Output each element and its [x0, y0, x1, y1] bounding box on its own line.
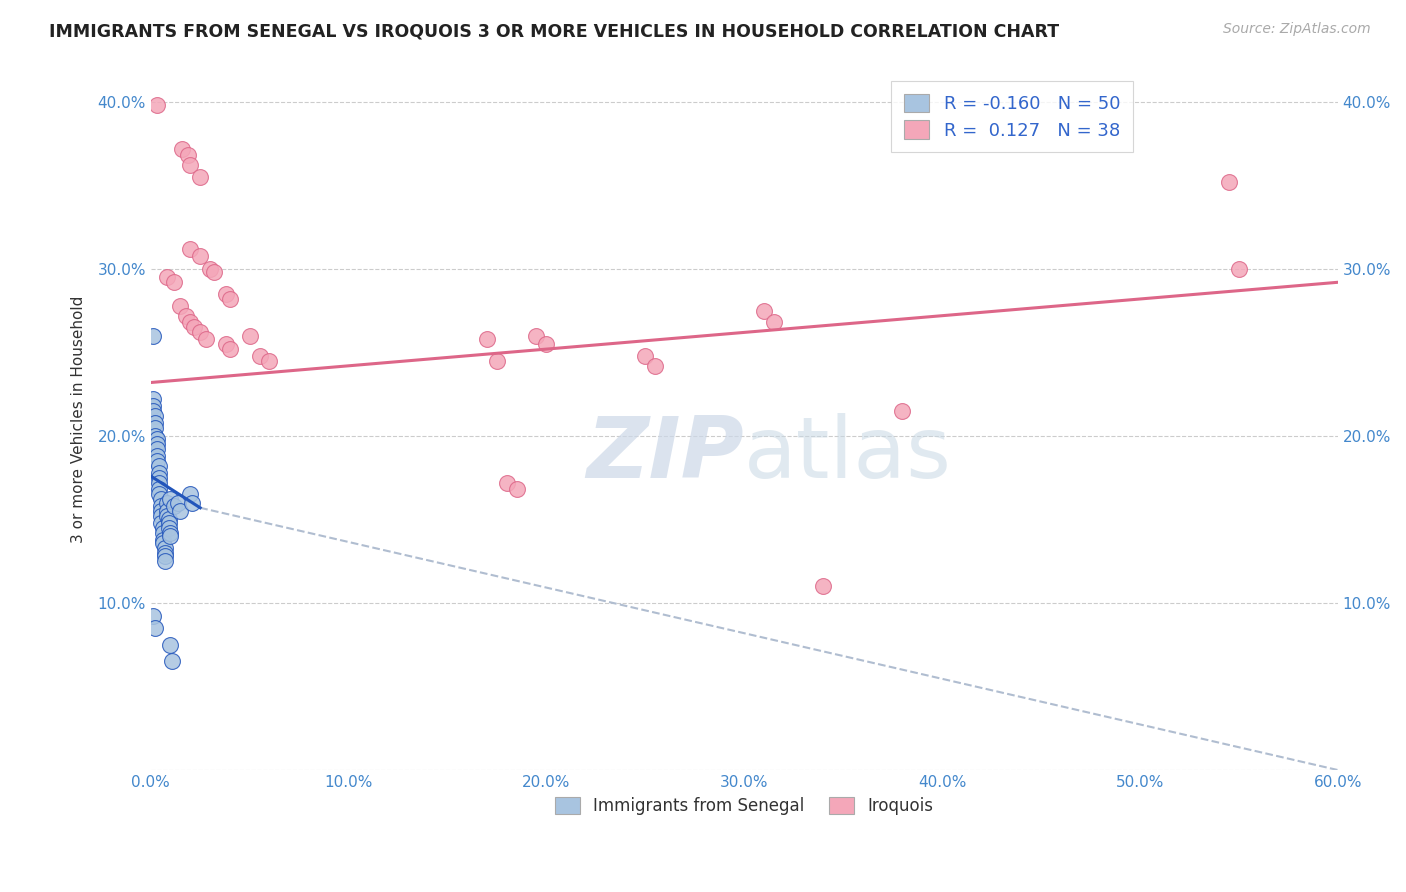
Point — [475, 332, 498, 346]
Text: ZIP: ZIP — [586, 413, 744, 496]
Point — [142, 404, 165, 418]
Point — [179, 158, 201, 172]
Text: atlas: atlas — [744, 413, 952, 496]
Text: IMMIGRANTS FROM SENEGAL VS IROQUOIS 3 OR MORE VEHICLES IN HOUSEHOLD CORRELATION : IMMIGRANTS FROM SENEGAL VS IROQUOIS 3 OR… — [49, 22, 1059, 40]
Point — [179, 242, 201, 256]
Point — [485, 353, 508, 368]
Point — [644, 359, 666, 373]
Point — [536, 337, 558, 351]
Point — [1218, 175, 1240, 189]
Point — [177, 148, 200, 162]
Point — [157, 512, 180, 526]
Point — [149, 504, 172, 518]
Point — [152, 536, 174, 550]
Point — [153, 549, 176, 564]
Point — [159, 529, 181, 543]
Point — [172, 142, 194, 156]
Point — [891, 404, 914, 418]
Point — [155, 509, 177, 524]
Point — [259, 353, 281, 368]
Point — [157, 521, 180, 535]
Point — [155, 496, 177, 510]
Point — [179, 487, 201, 501]
Point — [142, 328, 165, 343]
Point — [142, 399, 165, 413]
Point — [215, 287, 238, 301]
Point — [169, 504, 191, 518]
Point — [218, 342, 240, 356]
Point — [195, 332, 218, 346]
Point — [149, 509, 172, 524]
Point — [145, 98, 167, 112]
Point — [142, 392, 165, 407]
Point — [752, 303, 775, 318]
Point — [188, 326, 211, 340]
Point — [162, 655, 184, 669]
Point — [169, 299, 191, 313]
Point — [148, 475, 170, 490]
Point — [149, 516, 172, 530]
Point — [215, 337, 238, 351]
Point — [167, 496, 190, 510]
Point — [202, 265, 225, 279]
Point — [148, 483, 170, 497]
Point — [239, 328, 262, 343]
Point — [762, 315, 785, 329]
Point — [157, 516, 180, 530]
Point — [143, 621, 166, 635]
Point — [155, 270, 177, 285]
Point — [152, 533, 174, 547]
Point — [198, 262, 221, 277]
Point — [159, 525, 181, 540]
Point — [188, 249, 211, 263]
Point — [152, 525, 174, 540]
Point — [149, 499, 172, 513]
Point — [148, 487, 170, 501]
Point — [163, 499, 186, 513]
Point — [181, 496, 204, 510]
Point — [218, 292, 240, 306]
Point — [152, 521, 174, 535]
Point — [142, 609, 165, 624]
Point — [153, 546, 176, 560]
Point — [143, 420, 166, 434]
Legend: Immigrants from Senegal, Iroquois: Immigrants from Senegal, Iroquois — [544, 787, 943, 825]
Point — [188, 170, 211, 185]
Point — [145, 449, 167, 463]
Point — [145, 454, 167, 468]
Point — [183, 320, 205, 334]
Point — [153, 541, 176, 555]
Point — [155, 504, 177, 518]
Point — [505, 483, 527, 497]
Point — [148, 471, 170, 485]
Point — [1227, 262, 1250, 277]
Point — [179, 315, 201, 329]
Point — [163, 275, 186, 289]
Point — [143, 416, 166, 430]
Point — [176, 309, 198, 323]
Point — [159, 638, 181, 652]
Point — [153, 554, 176, 568]
Point — [148, 466, 170, 480]
Point — [143, 429, 166, 443]
Text: Source: ZipAtlas.com: Source: ZipAtlas.com — [1223, 22, 1371, 37]
Point — [634, 349, 657, 363]
Point — [149, 492, 172, 507]
Point — [145, 442, 167, 457]
Point — [249, 349, 271, 363]
Y-axis label: 3 or more Vehicles in Household: 3 or more Vehicles in Household — [72, 295, 86, 543]
Point — [526, 328, 548, 343]
Point — [813, 579, 835, 593]
Point — [143, 409, 166, 423]
Point — [495, 475, 517, 490]
Point — [145, 432, 167, 446]
Point — [145, 437, 167, 451]
Point — [148, 458, 170, 473]
Point — [159, 492, 181, 507]
